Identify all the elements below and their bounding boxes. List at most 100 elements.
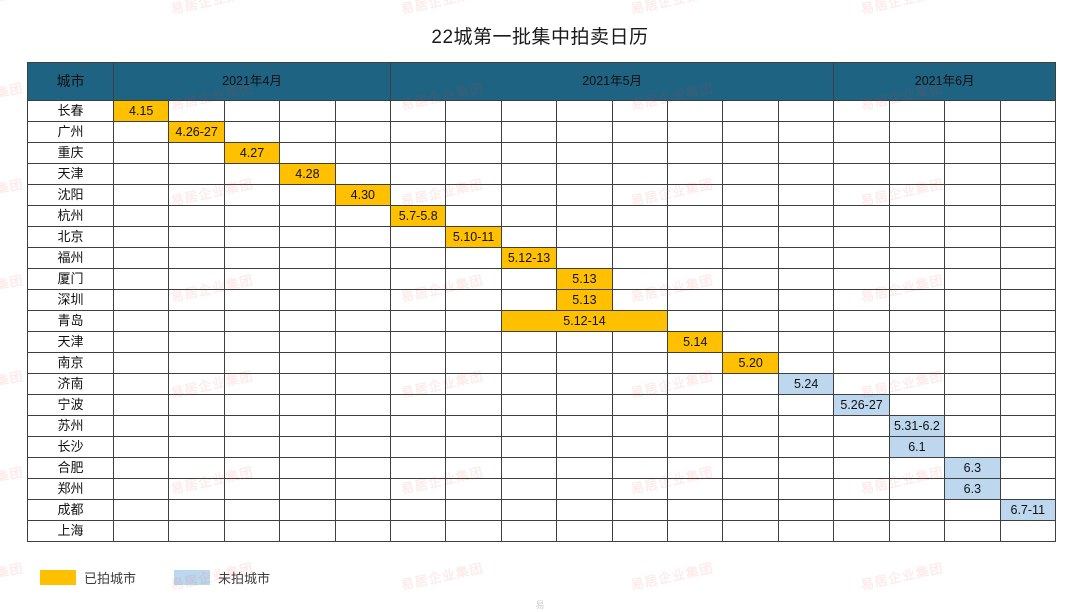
empty-cell xyxy=(556,142,613,164)
empty-cell xyxy=(667,457,724,479)
table-row: 合肥 6.3 xyxy=(27,457,1056,479)
empty-cell xyxy=(223,415,281,437)
city-label: 北京 xyxy=(27,226,114,248)
empty-cell xyxy=(112,310,170,332)
empty-cell xyxy=(944,520,1001,542)
empty-cell xyxy=(611,520,669,542)
table-row: 杭州 5.7-5.8 xyxy=(27,205,1056,227)
auction-date-cell: 5.7-5.8 xyxy=(390,205,447,227)
empty-cell xyxy=(390,436,447,458)
empty-cell xyxy=(279,100,336,122)
empty-cell xyxy=(777,436,835,458)
empty-cell xyxy=(500,205,558,227)
empty-cell xyxy=(556,184,613,206)
empty-cell xyxy=(999,121,1056,143)
empty-cell xyxy=(777,184,835,206)
table-row: 天津 4.28 xyxy=(27,163,1056,185)
empty-cell xyxy=(223,352,281,374)
auction-date-cell: 5.12-14 xyxy=(500,310,669,332)
empty-cell xyxy=(777,121,835,143)
empty-cell xyxy=(168,184,225,206)
empty-cell xyxy=(999,142,1056,164)
empty-cell xyxy=(777,331,835,353)
auction-calendar-table: 城市 2021年4月 2021年5月 2021年6月 长春 4.15 广州 4.26-27 重… xyxy=(27,62,1056,542)
empty-cell xyxy=(611,373,669,395)
auction-date-cell: 5.13 xyxy=(556,289,613,311)
empty-cell xyxy=(833,289,890,311)
empty-cell xyxy=(833,310,890,332)
empty-cell xyxy=(112,478,170,500)
empty-cell xyxy=(667,268,724,290)
empty-cell xyxy=(112,499,170,521)
empty-cell xyxy=(777,226,835,248)
empty-cell xyxy=(500,121,558,143)
empty-cell xyxy=(722,268,779,290)
empty-cell xyxy=(944,163,1001,185)
empty-cell xyxy=(888,121,946,143)
empty-cell xyxy=(445,121,502,143)
empty-cell xyxy=(168,352,225,374)
empty-cell xyxy=(667,205,724,227)
empty-cell xyxy=(722,310,779,332)
empty-cell xyxy=(611,436,669,458)
empty-cell xyxy=(112,163,170,185)
empty-cell xyxy=(667,142,724,164)
legend-swatch-todo xyxy=(174,570,211,585)
column-header-city: 城市 xyxy=(27,62,114,101)
empty-cell xyxy=(888,205,946,227)
empty-cell xyxy=(888,457,946,479)
empty-cell xyxy=(168,100,225,122)
empty-cell xyxy=(223,310,281,332)
empty-cell xyxy=(667,436,724,458)
empty-cell xyxy=(390,289,447,311)
empty-cell xyxy=(112,415,170,437)
empty-cell xyxy=(888,184,946,206)
table-row: 上海 xyxy=(27,520,1056,542)
table-row: 成都 6.7-11 xyxy=(27,499,1056,521)
empty-cell xyxy=(999,478,1056,500)
empty-cell xyxy=(611,100,669,122)
empty-cell xyxy=(334,499,392,521)
city-label: 苏州 xyxy=(27,415,114,437)
city-label: 合肥 xyxy=(27,457,114,479)
empty-cell xyxy=(722,142,779,164)
empty-cell xyxy=(390,310,447,332)
auction-date-cell: 5.26-27 xyxy=(833,394,890,416)
empty-cell xyxy=(500,163,558,185)
empty-cell xyxy=(777,289,835,311)
empty-cell xyxy=(777,310,835,332)
empty-cell xyxy=(500,478,558,500)
table-row: 长春 4.15 xyxy=(27,100,1056,122)
watermark-text: 易居企业集团 xyxy=(0,0,25,17)
empty-cell xyxy=(500,499,558,521)
empty-cell xyxy=(112,457,170,479)
legend-label-todo: 未拍城市 xyxy=(218,571,271,586)
empty-cell xyxy=(112,205,170,227)
empty-cell xyxy=(223,331,281,353)
empty-cell xyxy=(445,331,502,353)
empty-cell xyxy=(667,415,724,437)
auction-date-cell: 5.31-6.2 xyxy=(888,415,946,437)
empty-cell xyxy=(168,247,225,269)
empty-cell xyxy=(223,373,281,395)
empty-cell xyxy=(390,373,447,395)
city-label: 杭州 xyxy=(27,205,114,227)
empty-cell xyxy=(168,520,225,542)
empty-cell xyxy=(667,100,724,122)
table-row: 郑州 6.3 xyxy=(27,478,1056,500)
empty-cell xyxy=(777,142,835,164)
city-label: 天津 xyxy=(27,331,114,353)
empty-cell xyxy=(279,310,336,332)
empty-cell xyxy=(667,247,724,269)
empty-cell xyxy=(611,415,669,437)
table-row: 深圳 5.13 xyxy=(27,289,1056,311)
empty-cell xyxy=(556,499,613,521)
empty-cell xyxy=(888,289,946,311)
empty-cell xyxy=(722,163,779,185)
empty-cell xyxy=(999,373,1056,395)
empty-cell xyxy=(334,331,392,353)
empty-cell xyxy=(833,205,890,227)
empty-cell xyxy=(223,121,281,143)
empty-cell xyxy=(445,184,502,206)
table-row: 南京 5.20 xyxy=(27,352,1056,374)
